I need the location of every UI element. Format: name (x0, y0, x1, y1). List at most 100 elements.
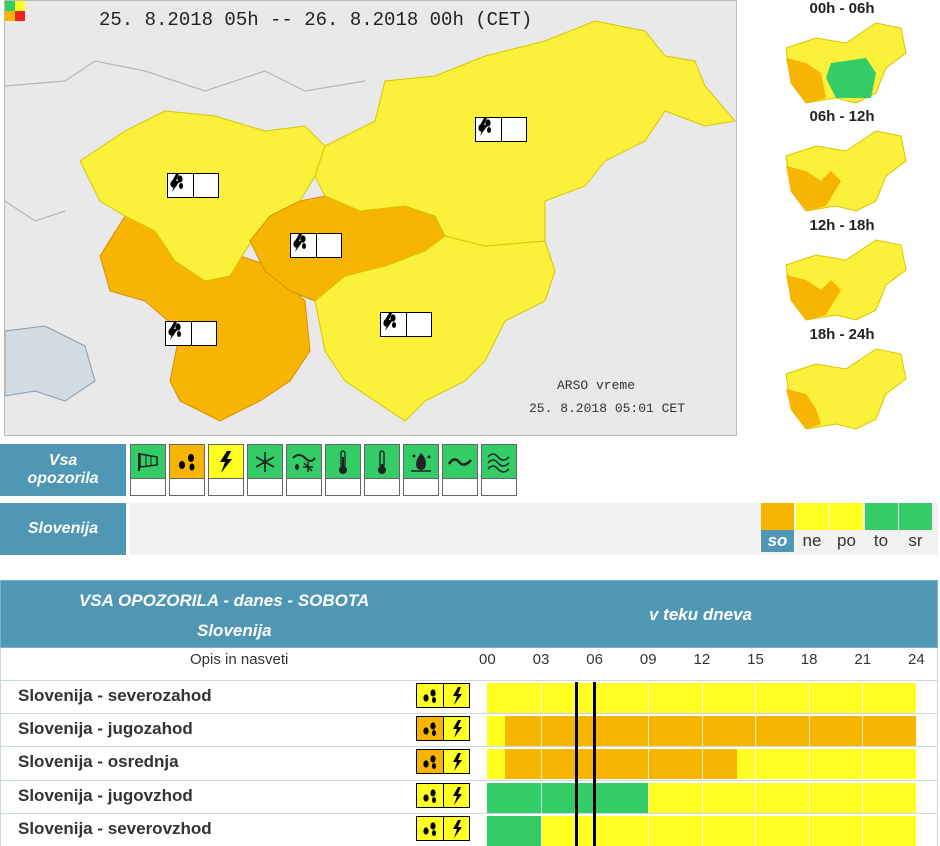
hour-gridline (701, 783, 703, 813)
row-warning-icons[interactable] (416, 749, 470, 774)
warning-type-low-temp[interactable] (364, 444, 400, 496)
region-jugovzhod (314, 235, 556, 422)
timeline-segment-yellow (487, 749, 505, 779)
warning-type-fog[interactable] (481, 444, 517, 496)
hour-gridline (647, 816, 649, 846)
row-divider (0, 813, 938, 814)
side-map-00-06[interactable]: 00h - 06h (744, 0, 940, 108)
fire-icon (411, 452, 431, 472)
high-temperature-icon (339, 449, 347, 474)
hour-tick: 06 (586, 651, 603, 668)
lightning-icon (294, 234, 341, 257)
timeline-title: VSA OPOZORILA - danes - SOBOTA (79, 591, 370, 610)
lightning-icon (171, 174, 218, 197)
hour-tick: 21 (854, 651, 872, 668)
lightning-icon (384, 313, 431, 336)
timeline-segment-orange (504, 716, 916, 746)
credit-timestamp: 25. 8.2018 05:01 CET (529, 401, 686, 416)
wind-icon (138, 452, 158, 471)
hour-gridline (862, 716, 864, 746)
day-color-po[interactable] (830, 503, 863, 530)
row-label[interactable]: Slovenija - jugovzhod (18, 786, 193, 805)
mini-map (785, 239, 907, 321)
hour-gridline (701, 816, 703, 846)
timeline-segment-green (487, 816, 541, 846)
day-tab-po[interactable]: po (837, 531, 856, 550)
all-warnings-label: Vsa opozorila (27, 452, 99, 487)
warning-type-coastal[interactable] (442, 444, 478, 496)
lightning-icon (169, 322, 216, 345)
day-color-so[interactable] (761, 503, 794, 530)
legend-red (15, 11, 25, 21)
warning-type-snow[interactable] (247, 444, 283, 496)
side-map-label: 18h - 24h (809, 326, 875, 343)
hour-tick: 15 (747, 651, 764, 668)
rain-icon (417, 784, 443, 807)
hour-gridline (755, 683, 757, 713)
region-selector[interactable]: Slovenija (0, 503, 126, 555)
region-label: Slovenija (27, 520, 99, 537)
day-tab-so[interactable]: so (761, 530, 794, 552)
warning-type-rain[interactable] (169, 444, 205, 496)
all-warnings-header[interactable]: Vsa opozorila (0, 444, 126, 496)
timeline-segment-green (487, 783, 648, 813)
snow-rain-icon (292, 453, 316, 472)
map-icons-jugovzhod[interactable] (380, 312, 432, 337)
row-label[interactable]: Slovenija - jugozahod (18, 719, 193, 738)
map-icons-severozahod[interactable] (167, 173, 219, 198)
timeline-right-title: v teku dneva (649, 605, 752, 624)
hour-tick: 00 (479, 651, 496, 668)
row-warning-icons[interactable] (416, 816, 470, 841)
day-tab-ne[interactable]: ne (802, 531, 822, 550)
warning-type-high-temp[interactable] (325, 444, 361, 496)
mini-map (785, 22, 907, 104)
timeline-segment-yellow (737, 749, 916, 779)
rain-icon (417, 817, 443, 840)
hour-gridline (862, 816, 864, 846)
column-label: Opis in nasveti (190, 651, 289, 668)
warning-type-snow-rain[interactable] (286, 444, 322, 496)
side-map-18-24[interactable]: 18h - 24h (744, 326, 940, 434)
warning-type-wind[interactable] (130, 444, 166, 496)
rain-icon (179, 453, 195, 470)
rain-icon (417, 684, 443, 707)
day-color-ne[interactable] (795, 503, 829, 530)
row-label[interactable]: Slovenija - severovzhod (18, 819, 212, 838)
row-label[interactable]: Slovenija - severozahod (18, 686, 212, 705)
day-color-sr[interactable] (899, 503, 932, 530)
hour-gridline (755, 783, 757, 813)
mini-map (785, 130, 907, 212)
slovenia-map-graphic (5, 20, 736, 422)
day-color-to[interactable] (864, 503, 898, 530)
lightning-icon (220, 450, 232, 473)
current-time-marker (593, 682, 597, 846)
map-icons-jugozahod[interactable] (165, 321, 217, 346)
hour-tick: 18 (800, 651, 818, 668)
side-map-12-18[interactable]: 12h - 18h (744, 217, 940, 325)
mini-map (785, 348, 907, 430)
coastal-icon (447, 457, 472, 466)
day-tab-sr[interactable]: sr (908, 531, 923, 550)
legend-yellow (15, 1, 25, 11)
warning-type-lightning[interactable] (208, 444, 244, 496)
hour-gridline (862, 749, 864, 779)
credit-source: ARSO vreme (557, 378, 636, 393)
row-warning-icons[interactable] (416, 783, 470, 808)
map-icons-osrednja[interactable] (290, 233, 342, 258)
map-icons-severovzhod[interactable] (475, 117, 527, 142)
hour-gridline (808, 716, 810, 746)
hour-gridline (755, 716, 757, 746)
day-tab-to[interactable]: to (873, 531, 889, 550)
warning-map[interactable]: 25. 8.2018 05h -- 26. 8.2018 00h (CET) A… (4, 0, 737, 436)
row-divider (0, 713, 938, 714)
row-warning-icons[interactable] (416, 683, 470, 708)
lightning-icon (479, 118, 526, 141)
hour-gridline (647, 783, 649, 813)
hour-gridline (755, 749, 757, 779)
warning-type-fire[interactable] (403, 444, 439, 496)
row-label[interactable]: Slovenija - osrednja (18, 752, 179, 771)
side-map-06-12[interactable]: 06h - 12h (744, 108, 940, 216)
side-map-label: 06h - 12h (809, 108, 875, 125)
row-warning-icons[interactable] (416, 716, 470, 741)
hour-gridline (647, 716, 649, 746)
